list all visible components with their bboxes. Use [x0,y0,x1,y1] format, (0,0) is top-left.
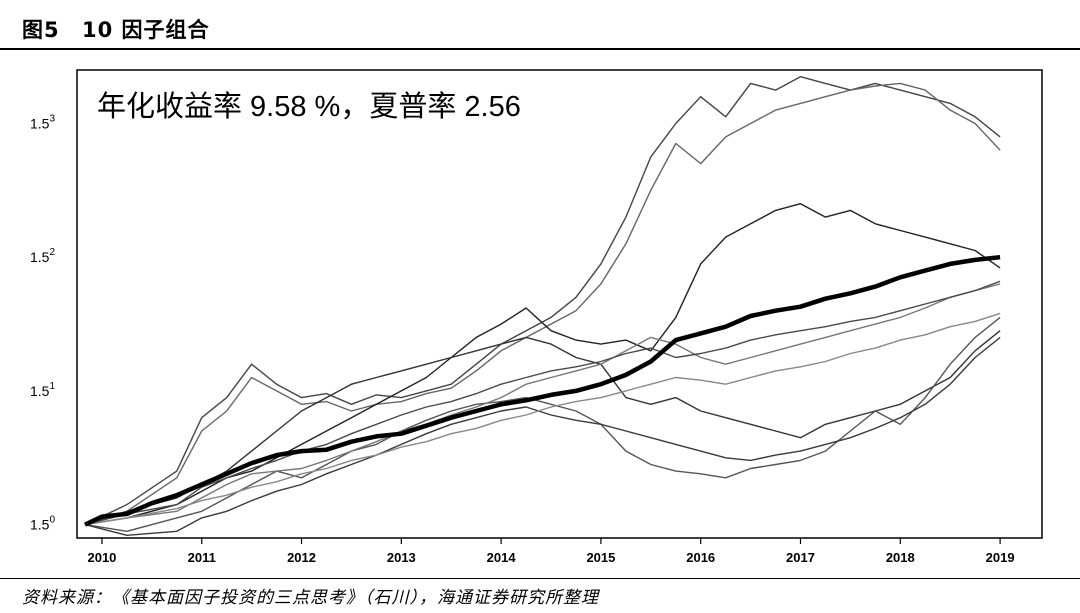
bottom-rule [0,578,1080,579]
x-tick-label-4: 2014 [487,550,517,565]
figure-number: 图5 [22,18,60,42]
y-tick-base-0: 1.5 [30,517,50,533]
y-tick-power-1: 1 [49,381,55,392]
y-tick-power-3: 3 [49,113,55,124]
plot-frame [76,69,1043,539]
figure-title: 10 因子组合 [82,18,210,42]
x-tick-label-3: 2013 [387,550,416,565]
y-tick-base-3: 1.5 [30,115,50,131]
chart-annotation: 年化收益率 9.58 %，夏普率 2.56 [97,90,521,123]
x-tick-label-8: 2018 [886,550,915,565]
series-layer [84,76,1001,536]
y-axis: 1.501.511.521.53 [30,113,55,532]
x-axis: 2010 2011 2012 2013 2014 2015 2016 2017 2018 2019 [87,538,1015,565]
x-tick-label-7: 2017 [786,550,815,565]
x-tick-label-5: 2015 [586,550,615,565]
figure-header: 图5 10 因子组合 [0,0,1080,50]
x-tick-label-0: 2010 [87,550,116,565]
x-tick-label-9: 2019 [986,550,1015,565]
factor-series-line-2 [84,82,1001,526]
y-tick-base-2: 1.5 [30,249,50,265]
y-tick-base-1: 1.5 [30,383,50,399]
factor-series-line-6 [84,283,1001,526]
y-tick-label-1: 1.51 [30,381,55,399]
y-tick-power-0: 0 [49,515,55,526]
x-tick-label-6: 2016 [686,550,715,565]
x-tick-label-2: 2012 [287,550,316,565]
factor-series-line-7 [84,336,1001,536]
factor-series-line-8 [84,312,1001,526]
y-tick-power-2: 2 [49,247,55,258]
factor-series-line-1 [84,76,1001,526]
factor-combination-chart: 2010 2011 2012 2013 2014 2015 2016 2017 2018 2019… [30,69,1043,565]
chart-container: 2010 2011 2012 2013 2014 2015 2016 2017 2018 2019… [0,50,1080,580]
combination-series-line [84,254,1001,527]
factor-series-line-4 [84,330,1001,526]
source-note: 资料来源：《基本面因子投资的三点思考》（石川），海通证券研究所整理 [22,588,599,608]
y-tick-label-3: 1.53 [30,113,55,131]
x-tick-label-1: 2011 [188,550,216,565]
factor-series-line-9 [84,280,1001,526]
factor-series-line-5 [84,316,1001,532]
factor-series-line-3 [84,203,1001,526]
y-tick-label-0: 1.50 [30,515,55,533]
y-tick-label-2: 1.52 [30,247,55,265]
